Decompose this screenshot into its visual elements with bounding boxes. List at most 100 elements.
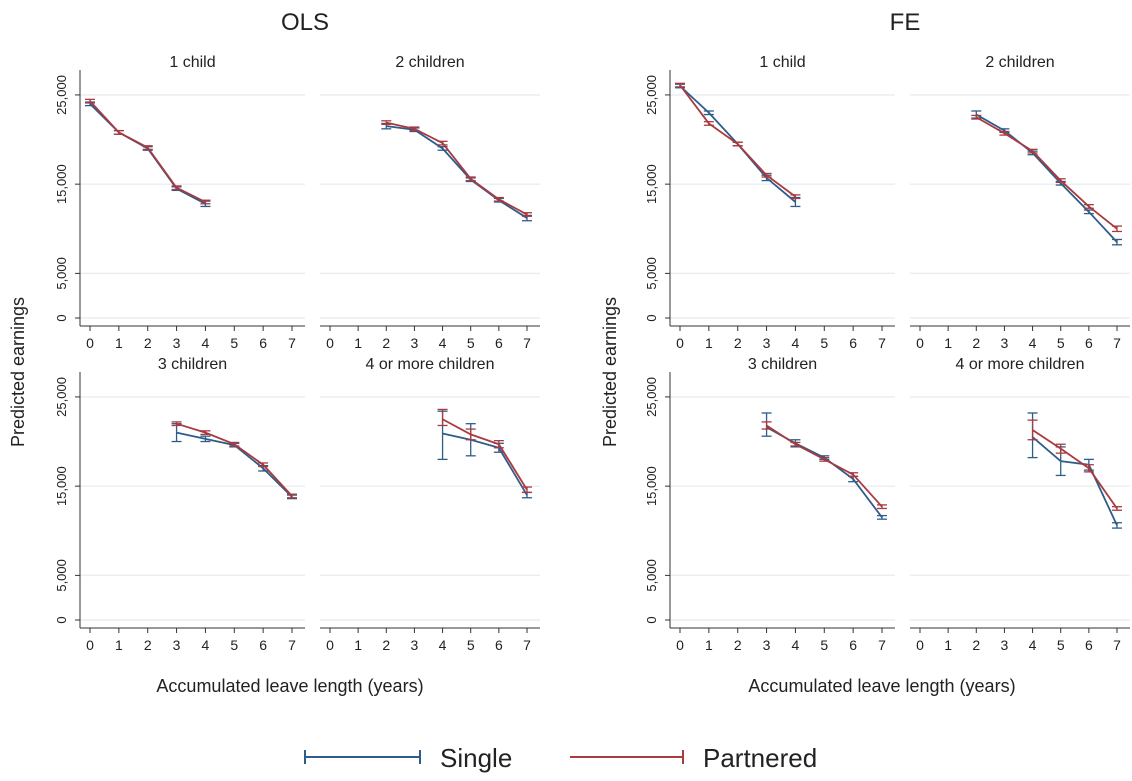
series-line — [89, 100, 206, 203]
series-single — [171, 423, 297, 500]
series-line — [766, 426, 883, 518]
x-tick-label: 2 — [972, 335, 980, 351]
x-tick-label: 0 — [676, 335, 684, 351]
x-tick-label: 7 — [523, 637, 531, 653]
x-tick-label: 0 — [86, 335, 94, 351]
y-tick-label: 0 — [644, 616, 659, 623]
x-tick-label: 1 — [705, 335, 713, 351]
ols-title: OLS — [281, 9, 329, 36]
x-tick-label: 1 — [705, 637, 713, 653]
series-line — [679, 84, 796, 198]
series-line — [442, 418, 528, 491]
x-tick-label: 1 — [115, 637, 123, 653]
series-partnered — [85, 98, 211, 205]
series-partnered — [675, 82, 801, 200]
fe-y-label: Predicted earnings — [600, 297, 620, 447]
fe-title: FE — [890, 9, 921, 36]
series-single — [761, 412, 887, 520]
panel-fe-1: 1 child 0 5,000 15,000 25,000 0 1 2 3 4 5 6 7 — [644, 54, 895, 351]
x-tick-label: 4 — [439, 637, 447, 653]
panel-title: 3 children — [158, 356, 227, 373]
x-tick-label: 2 — [972, 637, 980, 653]
x-tick-label: 2 — [734, 335, 742, 351]
x-tick-label: 7 — [878, 335, 886, 351]
ols-y-label: Predicted earnings — [8, 297, 28, 447]
x-tick-label: 3 — [763, 637, 771, 653]
fe-x-label: Accumulated leave length (years) — [748, 676, 1015, 696]
x-tick-label: 0 — [326, 335, 334, 351]
x-tick-label: 1 — [354, 637, 362, 653]
x-tick-label: 6 — [259, 637, 267, 653]
legend-single-label: Single — [440, 743, 512, 773]
series-partnered — [171, 421, 297, 499]
series-single — [971, 110, 1122, 246]
panel-fe-3: 3 children 0 5,000 15,000 25,000 0 1 2 3 4 5 6 7 — [644, 356, 895, 653]
x-tick-label: 4 — [1029, 637, 1037, 653]
panel-ols-3: 3 children 0 5,000 15,000 25,000 0 1 2 3 4 5 6 7 — [54, 356, 305, 653]
y-tick-label: 25,000 — [54, 377, 69, 417]
x-tick-label: 3 — [173, 637, 181, 653]
panel-title: 2 children — [985, 54, 1054, 71]
y-tick-label: 25,000 — [644, 377, 659, 417]
panel-fe-4: 4 or more children 0 1 2 3 4 5 6 7 — [910, 356, 1130, 653]
series-line — [176, 422, 293, 497]
ols-x-label: Accumulated leave length (years) — [156, 676, 423, 696]
legend: Single Partnered — [304, 743, 817, 773]
series-line — [442, 432, 528, 496]
y-tick-label: 5,000 — [644, 559, 659, 592]
x-tick-label: 3 — [1001, 335, 1009, 351]
series-line — [386, 121, 528, 216]
x-tick-label: 6 — [259, 335, 267, 351]
x-tick-label: 3 — [411, 335, 419, 351]
x-tick-label: 4 — [439, 335, 447, 351]
x-tick-label: 6 — [849, 335, 857, 351]
y-tick-label: 15,000 — [644, 164, 659, 204]
x-tick-label: 6 — [495, 335, 503, 351]
x-tick-label: 4 — [792, 637, 800, 653]
x-tick-label: 0 — [326, 637, 334, 653]
x-tick-label: 2 — [144, 637, 152, 653]
panel-title: 4 or more children — [366, 356, 495, 373]
x-tick-label: 1 — [354, 335, 362, 351]
series-line — [1031, 436, 1118, 526]
x-tick-label: 5 — [467, 335, 475, 351]
series-line — [766, 424, 883, 508]
x-tick-label: 2 — [382, 637, 390, 653]
x-tick-label: 3 — [411, 637, 419, 653]
x-tick-label: 7 — [288, 637, 296, 653]
series-line — [975, 113, 1118, 243]
y-tick-label: 5,000 — [54, 559, 69, 592]
y-tick-label: 15,000 — [54, 164, 69, 204]
legend-partnered-key — [570, 750, 684, 764]
x-tick-label: 4 — [1029, 335, 1037, 351]
y-tick-label: 25,000 — [644, 75, 659, 115]
y-tick-label: 5,000 — [644, 257, 659, 290]
x-tick-label: 1 — [944, 637, 952, 653]
panel-fe-2: 2 children 0 1 2 3 4 5 6 7 — [910, 54, 1130, 351]
panel-ols-4: 4 or more children 0 1 2 3 4 5 6 7 — [320, 356, 540, 653]
series-line — [1032, 429, 1118, 509]
x-tick-label: 6 — [1085, 637, 1093, 653]
x-tick-label: 4 — [202, 637, 210, 653]
series-partnered — [381, 120, 532, 217]
x-tick-label: 5 — [230, 637, 238, 653]
series-single — [85, 101, 211, 208]
legend-single-key — [304, 750, 421, 764]
y-tick-label: 25,000 — [54, 75, 69, 115]
x-tick-label: 5 — [1057, 335, 1065, 351]
y-tick-label: 5,000 — [54, 257, 69, 290]
legend-partnered-label: Partnered — [703, 743, 817, 773]
panel-title: 4 or more children — [956, 356, 1085, 373]
panel-title: 1 child — [169, 54, 215, 71]
x-tick-label: 2 — [144, 335, 152, 351]
y-tick-label: 0 — [54, 314, 69, 321]
x-tick-label: 5 — [230, 335, 238, 351]
x-tick-label: 6 — [849, 637, 857, 653]
x-tick-label: 0 — [916, 637, 924, 653]
x-tick-label: 7 — [523, 335, 531, 351]
x-tick-label: 7 — [288, 335, 296, 351]
x-tick-label: 7 — [878, 637, 886, 653]
x-tick-label: 3 — [173, 335, 181, 351]
x-tick-label: 0 — [676, 637, 684, 653]
